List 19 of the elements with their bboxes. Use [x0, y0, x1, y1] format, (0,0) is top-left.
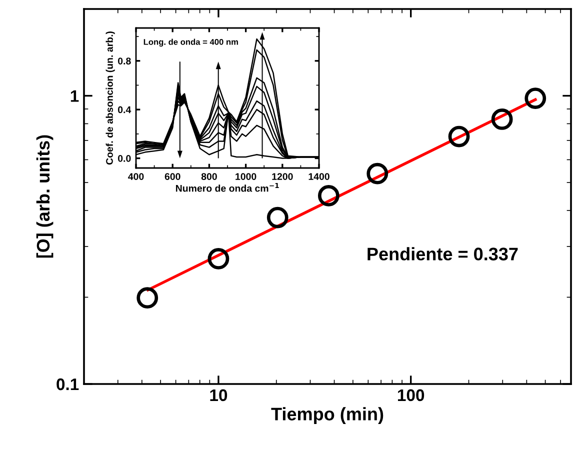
x-tick-label: 400: [128, 173, 144, 180]
x-tick-label: 1200: [272, 173, 293, 180]
y-tick-label: 0.0: [118, 154, 131, 162]
x-axis-title: Numero de onda cm$^{−1}$: [176, 182, 279, 192]
y-tick-label: 1: [70, 90, 79, 102]
y-tick-label: 0.1: [56, 378, 79, 390]
x-tick-label: 800: [201, 173, 217, 180]
annotation: Pendiente = 0.337: [368, 247, 518, 260]
y-tick-label: 0.8: [118, 58, 131, 64]
x-axis-title: Tiempo (min): [271, 407, 384, 424]
x-tick-label: 600: [164, 173, 180, 180]
annotation: Long. de onda = 400 nm: [144, 38, 238, 47]
y-axis-title: [O] (arb. units): [36, 135, 54, 258]
y-axis-title: Coef. de absoncion (un. arb.): [106, 32, 115, 165]
x-tick-label: 1400: [308, 173, 330, 180]
x-tick-label: 100: [398, 389, 424, 402]
x-tick-label: 10: [210, 389, 228, 402]
x-tick-label: 1000: [236, 173, 256, 180]
y-tick-label: 0.4: [118, 106, 132, 114]
